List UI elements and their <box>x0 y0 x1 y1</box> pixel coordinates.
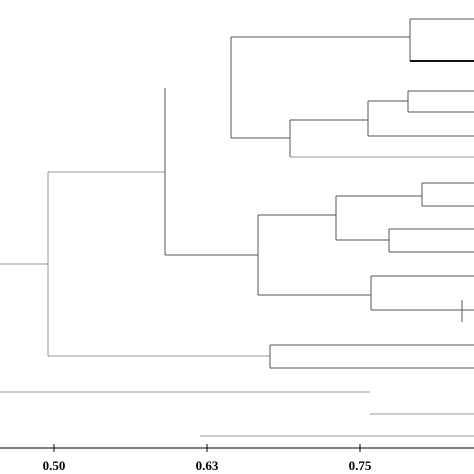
tick-label: 0.63 <box>196 458 219 473</box>
x-axis: 0.50 0.63 0.75 <box>0 444 474 473</box>
tick-label: 0.75 <box>349 458 372 473</box>
dendrogram-branches <box>0 18 474 437</box>
tick-label: 0.50 <box>43 458 66 473</box>
